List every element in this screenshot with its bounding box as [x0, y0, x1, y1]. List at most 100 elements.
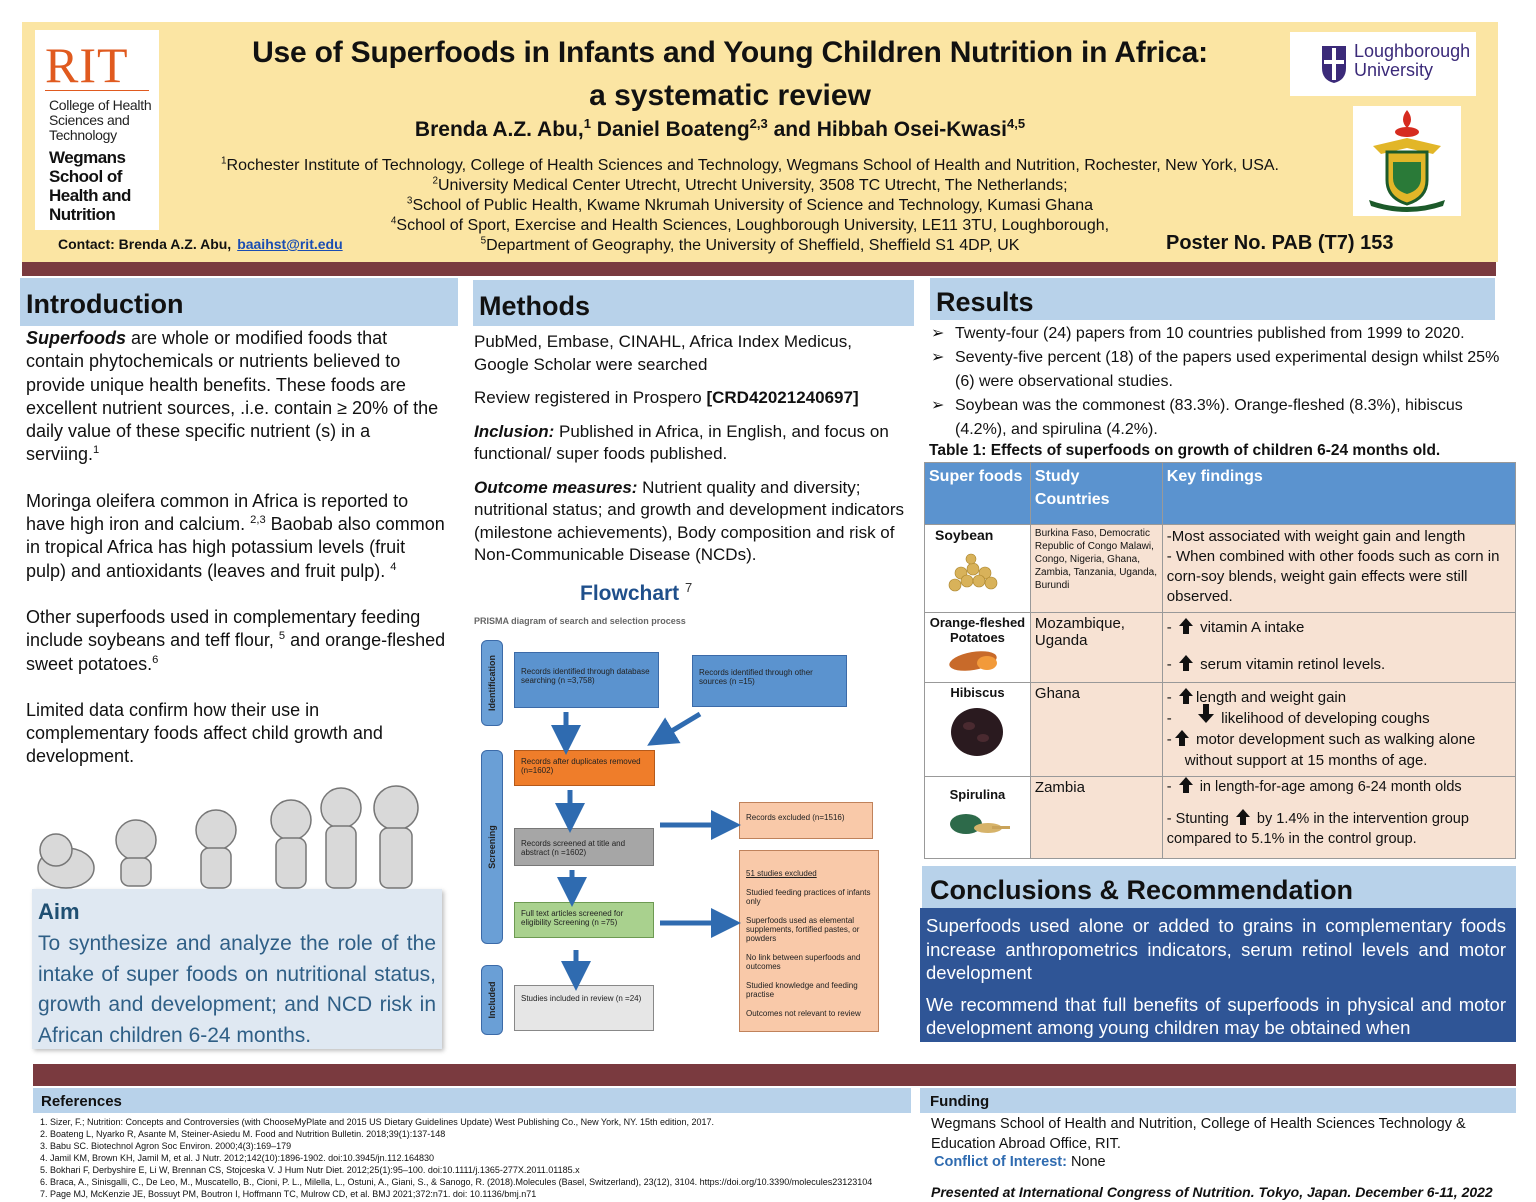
affiliation-sup: 5 [480, 235, 487, 247]
food-cell: Orange-fleshed Potatoes [924, 612, 1031, 683]
excluded51-reason: Superfoods used as elemental supplements… [746, 916, 860, 943]
recommendation-paragraph: We recommend that full benefits of super… [926, 993, 1506, 1039]
intro-p1-text: are whole or modified foods that contain… [26, 328, 439, 465]
affiliation-2: 2University Medical Center Utrecht, Utre… [160, 176, 1340, 195]
results-table: Super foods Study Countries Key findings… [924, 462, 1517, 859]
results-bullets: ➢ Twenty-four (24) papers from 10 countri… [931, 322, 1511, 442]
poster-title-line1: Use of Superfoods in Infants and Young C… [252, 36, 1208, 69]
findings-cell: -Most associated with weight gain and le… [1161, 524, 1517, 613]
citation-sup: 6 [152, 653, 159, 666]
citation-sup: 7 [685, 580, 693, 595]
affiliation-text: School of Public Health, Kwame Nkrumah U… [412, 197, 1094, 214]
reference-item: 1. Sizer, F.; Nutrition: Concepts and Co… [40, 1117, 715, 1127]
conclusions-body: Superfoods used alone or added to grains… [920, 908, 1516, 1042]
author-1: Brenda A.Z. Abu, [414, 118, 584, 141]
contact-email-link[interactable]: baaihst@rit.edu [237, 236, 343, 252]
aim-box: Aim To synthesize and analyze the role o… [32, 889, 442, 1049]
soybean-image [949, 553, 998, 592]
bullet-text: Soybean was the commonest (83.3%). Orang… [955, 397, 1463, 438]
box-after-duplicates: Records after duplicates removed (n=1602… [514, 750, 655, 786]
food-name: Hibiscus [950, 685, 1005, 700]
flowchart-arrows [551, 711, 741, 991]
arrow-bullet-icon: ➢ [931, 325, 945, 342]
arrow-diagonal-icon [647, 711, 702, 746]
table-caption: Table 1: Effects of superfoods on growth… [929, 442, 1441, 459]
child-growth-illustration [37, 785, 419, 889]
finding-line: - Stunting by 1.4% in the intervention g… [1167, 809, 1511, 849]
bullet-text: Twenty-four (24) papers from 10 countrie… [955, 325, 1465, 342]
flowchart-title: Flowchart 7 [580, 580, 693, 606]
conclusions-text: Superfoods used alone or added to grains… [926, 914, 1506, 1042]
finding-text: vitamin A intake [1200, 619, 1305, 636]
rit-logo-mark: RIT [45, 37, 129, 93]
citation-sup: 4 [390, 560, 397, 573]
rit-logo-school: Wegmans School of Health and Nutrition [49, 148, 131, 224]
finding-text: - When combined with other foods such as… [1166, 548, 1500, 605]
funding-heading: Funding [920, 1088, 1516, 1113]
affiliation-sup: 4 [390, 215, 397, 227]
finding-line: - in length-for-age among 6-24 month old… [1167, 777, 1511, 795]
food-cell: Hibiscus [924, 682, 1031, 777]
finding-text: by 1.4% in the intervention group compar… [1166, 811, 1469, 847]
loughborough-crest-icon [1322, 46, 1346, 83]
food-name: Orange-fleshed Potatoes [929, 615, 1026, 645]
dash: - [1166, 689, 1172, 706]
finding-line: - likelihood of developing coughs [1166, 704, 1511, 729]
findings-cell: - length and weight gain - likelihood of… [1161, 682, 1517, 777]
affiliation-text: Department of Geography, the University … [486, 237, 1020, 254]
inclusion-label: Inclusion: [474, 421, 555, 441]
author-3: and Hibbah Osei-Kwasi [767, 118, 1007, 141]
food-name: Spirulina [949, 787, 1006, 802]
rit-logo-rule [45, 90, 149, 91]
results-bullet-1: ➢ Twenty-four (24) papers from 10 countri… [931, 322, 1511, 346]
excluded51-reason: Studied feeding practices of infants onl… [746, 888, 871, 906]
box-51-excluded: 51 studies excluded Studied feeding prac… [739, 850, 879, 1032]
poster-title-line2: a systematic review [589, 79, 871, 112]
affiliation-text: Rochester Institute of Technology, Colle… [226, 157, 1279, 174]
introduction-heading: Introduction [20, 278, 458, 326]
author-1-sup: 1 [583, 116, 591, 131]
loughborough-line2: University [1354, 60, 1434, 80]
finding-text: - Stunting [1166, 811, 1233, 827]
flowchart-title-text: Flowchart [580, 582, 680, 605]
footer-band [33, 1064, 1516, 1086]
references-heading: References [33, 1088, 911, 1113]
reference-item: 2. Boateng L, Nyarko R, Asante M, Steine… [40, 1129, 446, 1139]
reference-item: 4. Jamil KM, Brown KH, Jamil M, et al. J… [40, 1153, 435, 1163]
finding-line: - vitamin A intake [1167, 618, 1511, 636]
intro-p2-text-b: Baobab also common in tropical Africa ha… [26, 514, 445, 581]
finding-text: motor development such as walking alone [1195, 731, 1476, 748]
registration-text: Review registered in Prospero [474, 388, 707, 407]
food-cell: Spirulina [924, 776, 1031, 859]
dash: - [1166, 710, 1172, 727]
contact-line: Contact: Brenda A.Z. Abu, baaihst@rit.edu [58, 236, 343, 252]
affiliation-1: 1Rochester Institute of Technology, Coll… [160, 156, 1340, 175]
affiliation-sup: 3 [406, 195, 413, 207]
rit-logo-college: College of Health Sciences and Technolog… [49, 97, 152, 143]
food-name: Soybean [935, 527, 994, 543]
author-2-sup: 2,3 [749, 116, 768, 131]
reference-item: 5. Bokhari F, Derbyshire E, Li W, Brenna… [40, 1165, 580, 1175]
up-arrow-icon [1235, 809, 1250, 825]
finding-text: -Most associated with weight gain and le… [1166, 528, 1466, 545]
finding-line: - motor development such as walking alon… [1167, 729, 1511, 750]
up-arrow-icon [1178, 777, 1193, 793]
citation-sup: 1 [93, 444, 100, 457]
countries-cell: Zambia [1029, 776, 1163, 859]
poster-header [22, 22, 1498, 262]
intro-p2-text-a: Moringa oleifera common in Africa is rep… [26, 490, 409, 535]
header-band [22, 262, 1496, 276]
knust-crest-icon [1369, 110, 1445, 212]
citation-sup: 2,3 [250, 514, 266, 527]
intro-paragraph-1: Superfoods are whole or modified foods t… [26, 327, 446, 467]
contact-label: Contact: Brenda A.Z. Abu, [58, 236, 232, 252]
affiliation-text: University Medical Center Utrecht, Utrec… [437, 177, 1068, 194]
findings-cell: - vitamin A intake - serum vitamin retin… [1161, 612, 1517, 683]
table-row: Hibiscus Ghana - length and weight gain … [924, 682, 1517, 777]
loughborough-name: Loughborough University [1354, 42, 1470, 80]
reference-item: 6. Braca, A., Sinisgalli, C., De Leo, M.… [40, 1177, 873, 1187]
table-header: Super foods [924, 462, 1031, 525]
funding-text: Wegmans School of Health and Nutrition, … [931, 1116, 1466, 1152]
intro-p3-text-a: Other superfoods used in complementary f… [26, 606, 421, 651]
loughborough-logo: Loughborough University [1290, 32, 1476, 96]
